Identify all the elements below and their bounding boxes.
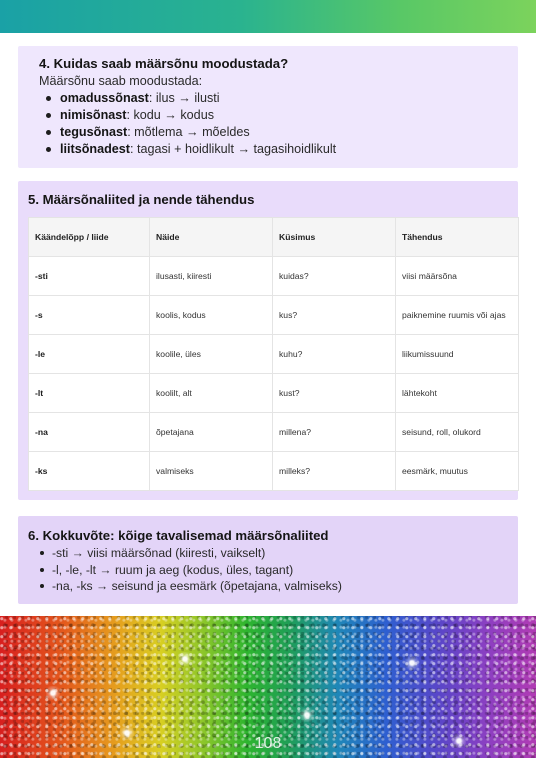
table-cell: milleks? [272,451,396,491]
table-cell: -s [28,295,150,335]
table-cell: millena? [272,412,396,452]
sparkle-icon [46,686,60,700]
list-item-text: : mõtlema → mõeldes [127,125,250,139]
table-cell: -na [28,412,150,452]
list-item-text: : kodu → kodus [126,108,214,122]
column-header: Küsimus [272,217,396,257]
section-summary: 6. Kokkuvõte: kõige tavalisemad määrsõna… [18,516,518,604]
table-row: -le koolile, üles kuhu? liikumissuund [28,334,519,374]
column-header: Käändelõpp / liide [28,217,150,257]
table-row: -sti ilusasti, kiiresti kuidas? viisi mä… [28,256,519,296]
table-cell: -sti [28,256,150,296]
list-item: tegusõnast: mõtlema → mõeldes [39,124,518,141]
table-cell: paiknemine ruumis või ajas [395,295,519,335]
suffix-table: Käändelõpp / liide Näide Küsimus Tähendu… [28,217,519,491]
table-cell: seisund, roll, olukord [395,412,519,452]
section-title: 5. Määrsõnaliited ja nende tähendus [28,192,255,207]
table-cell: lähtekoht [395,373,519,413]
formation-list: omadussõnast: ilus → ilusti nimisõnast: … [39,90,518,158]
table-cell: ilusasti, kiiresti [149,256,273,296]
list-item-term: liitsõnadest [60,142,130,156]
table-cell: kuidas? [272,256,396,296]
table-cell: kus? [272,295,396,335]
table-cell: -le [28,334,150,374]
section-suffixes: 5. Määrsõnaliited ja nende tähendus Kään… [18,181,519,500]
table-cell: -lt [28,373,150,413]
list-item-term: omadussõnast [60,91,149,105]
sparkle-icon [405,656,419,670]
sparkle-icon [300,708,314,722]
table-cell: koolis, kodus [149,295,273,335]
list-item: -l, -le, -lt → ruum ja aeg (kodus, üles,… [38,562,518,579]
list-item-term: tegusõnast [60,125,128,139]
section-formation: 4. Kuidas saab määrsõnu moodustada? Määr… [18,46,518,168]
list-item-term: nimisõnast [60,108,127,122]
page-number: 108 [254,735,282,752]
column-header: Tähendus [395,217,519,257]
table-cell: kust? [272,373,396,413]
list-item: liitsõnadest: tagasi + hoidlikult → taga… [39,141,518,158]
table-cell: liikumissuund [395,334,519,374]
table-cell: koolile, üles [149,334,273,374]
rainbow-glitter-footer-image [0,616,536,758]
table-row: -s koolis, kodus kus? paiknemine ruumis … [28,295,519,335]
sparkle-icon [452,734,466,748]
section-title: 6. Kokkuvõte: kõige tavalisemad määrsõna… [28,528,329,543]
table-cell: viisi määrsõna [395,256,519,296]
section-title: 4. Kuidas saab määrsõnu moodustada? [39,56,289,71]
table-row: -na õpetajana millena? seisund, roll, ol… [28,412,519,452]
column-header: Näide [149,217,273,257]
sparkle-icon [178,652,192,666]
list-item: nimisõnast: kodu → kodus [39,107,518,124]
sparkle-icon [120,726,134,740]
list-item-text: : ilus → ilusti [148,91,220,105]
list-item-text: : tagasi + hoidlikult → tagasihoidlikult [129,142,337,156]
list-item: -na, -ks → seisund ja eesmärk (õpetajana… [38,578,518,595]
section-intro: Määrsõnu saab moodustada: [39,74,203,88]
table-row: -lt koolilt, alt kust? lähtekoht [28,373,519,413]
list-item: omadussõnast: ilus → ilusti [39,90,518,107]
table-cell: -ks [28,451,150,491]
header-gradient-band [0,0,536,33]
list-item: -sti → viisi määrsõnad (kiiresti, vaikse… [38,545,518,562]
table-row: -ks valmiseks milleks? eesmärk, muutus [28,451,519,491]
table-cell: õpetajana [149,412,273,452]
summary-list: -sti → viisi määrsõnad (kiiresti, vaikse… [28,545,518,595]
table-header-row: Käändelõpp / liide Näide Küsimus Tähendu… [28,217,519,257]
table-cell: eesmärk, muutus [395,451,519,491]
table-cell: valmiseks [149,451,273,491]
table-cell: koolilt, alt [149,373,273,413]
table-cell: kuhu? [272,334,396,374]
